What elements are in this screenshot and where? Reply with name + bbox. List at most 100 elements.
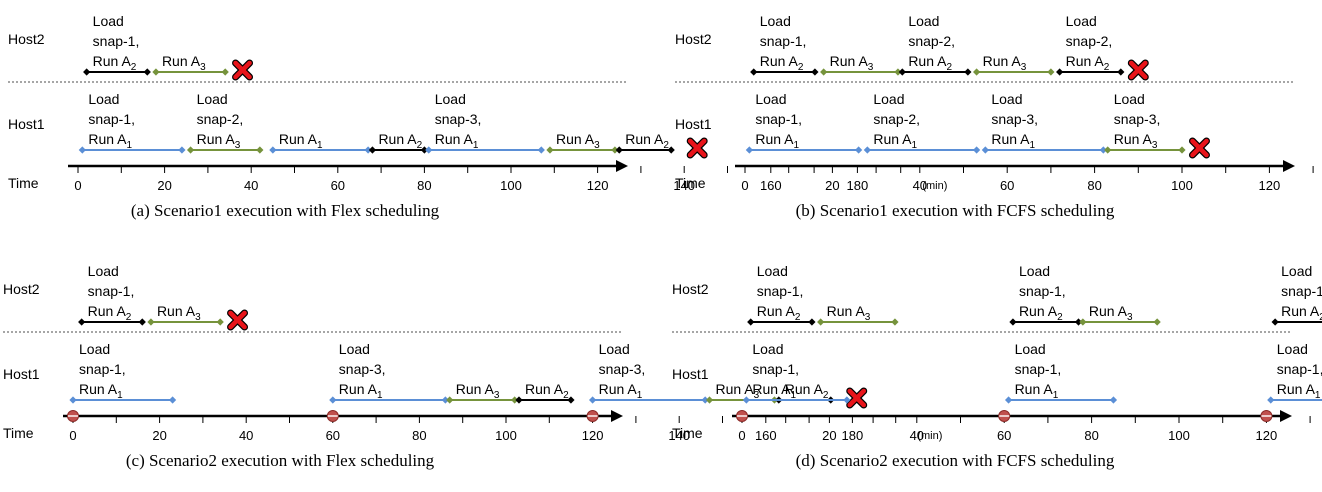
host2-label: Host2 xyxy=(672,281,709,297)
segment-end-marker xyxy=(256,146,264,154)
segment-label: snap-1, xyxy=(752,361,799,377)
segment-label: Load xyxy=(1277,341,1308,357)
tick-label: 0 xyxy=(69,428,76,443)
host2-label: Host2 xyxy=(8,31,45,47)
tick-label: 60 xyxy=(326,428,340,443)
segment-start-marker xyxy=(329,396,337,404)
segment-label: Run A2 xyxy=(625,131,669,151)
segment-start-marker xyxy=(981,146,989,154)
tick-label: 80 xyxy=(1084,428,1098,443)
tick-label: 20 xyxy=(825,178,839,193)
panel-caption: (d) Scenario2 execution with FCFS schedu… xyxy=(796,451,1115,470)
segment-label: Run A2 xyxy=(1066,53,1110,73)
segment-subscript: 1 xyxy=(126,140,132,151)
tick-label: 80 xyxy=(412,428,426,443)
host1-segment: Load snap-1, Run A1 xyxy=(78,91,186,154)
segment-label: snap-3, xyxy=(991,111,1038,127)
segment-label: Run A1 xyxy=(991,131,1035,151)
segment-label: Run A2 xyxy=(378,131,422,151)
segment-label: snap-2, xyxy=(197,111,244,127)
segment-subscript: 3 xyxy=(865,312,871,323)
segment-end-marker xyxy=(364,146,372,154)
segment-start-marker xyxy=(1056,68,1064,76)
segment-end-marker xyxy=(611,146,619,154)
time-axis-arrow xyxy=(611,410,623,422)
host1-segment: Load snap-1, Run A1 xyxy=(1004,341,1118,404)
segment-end-marker xyxy=(855,146,863,154)
host1-segment: Load snap-3, Run A1 xyxy=(425,91,545,154)
segment-label: Run A2 xyxy=(1281,303,1322,323)
segment-label: Run A1 xyxy=(873,131,917,151)
segment-start-marker xyxy=(820,68,828,76)
host1-failure-icon xyxy=(1188,137,1210,159)
segment-start-marker xyxy=(1079,318,1087,326)
tick-label: 20 xyxy=(157,178,171,193)
segment-label: Load xyxy=(435,91,466,107)
segment-start-marker xyxy=(78,318,86,326)
segment-label: Load xyxy=(873,91,904,107)
segment-end-marker xyxy=(168,396,177,404)
segment-start-marker xyxy=(973,68,981,76)
segment-start-marker xyxy=(863,146,871,154)
segment-label: Load xyxy=(760,13,791,29)
segment-subscript: 2 xyxy=(1319,312,1322,323)
segment-subscript: 1 xyxy=(794,140,800,151)
segment-label: Run A1 xyxy=(435,131,479,151)
host1-label: Host1 xyxy=(672,366,709,382)
segment-start-marker xyxy=(1267,396,1275,404)
tick-label: 80 xyxy=(1087,178,1101,193)
host2-failure-icon xyxy=(227,309,249,331)
segment-end-marker xyxy=(667,146,675,154)
segment-subscript: 2 xyxy=(563,390,569,401)
segment-subscript: 3 xyxy=(200,62,206,73)
segment-start-marker xyxy=(425,146,433,154)
segment-subscript: 1 xyxy=(317,140,323,151)
segment-subscript: 2 xyxy=(823,390,829,401)
segment-subscript: 1 xyxy=(912,140,918,151)
host2-failure-icon xyxy=(232,59,254,81)
segment-label: Load xyxy=(1066,13,1097,29)
segment-label: Load xyxy=(88,263,119,279)
host2-segment: Run A3 xyxy=(147,303,224,326)
segment-start-marker xyxy=(589,396,597,404)
segment-label: Run A3 xyxy=(1089,303,1133,323)
segment-start-marker xyxy=(742,396,750,404)
segment-end-marker xyxy=(567,396,575,404)
host1-segment: Load snap-2, Run A3 xyxy=(186,91,264,154)
panel-d: Host2Host1Time020406080100120140160180(m… xyxy=(672,263,1322,470)
unit-label: (min) xyxy=(917,430,942,442)
segment-label: Load xyxy=(599,341,630,357)
segment-label: Run A1 xyxy=(339,381,383,401)
tick-label: 40 xyxy=(239,428,253,443)
segment-end-marker xyxy=(1074,318,1083,326)
segment-start-marker xyxy=(546,146,554,154)
segment-start-marker xyxy=(1271,318,1279,326)
segment-start-marker xyxy=(750,68,758,76)
segment-end-marker xyxy=(221,68,229,76)
segment-start-marker xyxy=(817,318,825,326)
panel-caption: (c) Scenario2 execution with Flex schedu… xyxy=(126,451,435,470)
host1-segment: Run A3 xyxy=(546,131,619,154)
segment-end-marker xyxy=(1117,68,1125,76)
segment-label: snap-1, xyxy=(755,111,802,127)
segment-end-marker xyxy=(1178,146,1186,154)
segment-subscript: 2 xyxy=(1104,62,1110,73)
segment-subscript: 3 xyxy=(195,312,201,323)
segment-subscript: 2 xyxy=(946,62,952,73)
segment-label: snap-1, xyxy=(79,361,126,377)
segment-label: Run A1 xyxy=(79,381,123,401)
segment-end-marker xyxy=(216,318,224,326)
tick-label: 60 xyxy=(1000,178,1014,193)
segment-end-marker xyxy=(178,146,186,154)
segment-label: Run A2 xyxy=(88,303,132,323)
segment-end-marker xyxy=(808,318,816,326)
segment-label: snap-3, xyxy=(1114,111,1161,127)
tick-label: 0 xyxy=(738,428,745,443)
segment-label: Run A2 xyxy=(757,303,801,323)
time-label: Time xyxy=(3,425,34,441)
segment-end-marker xyxy=(843,396,851,404)
segment-label: Load xyxy=(1114,91,1145,107)
segment-end-marker xyxy=(441,396,449,404)
segment-subscript: 2 xyxy=(795,312,801,323)
